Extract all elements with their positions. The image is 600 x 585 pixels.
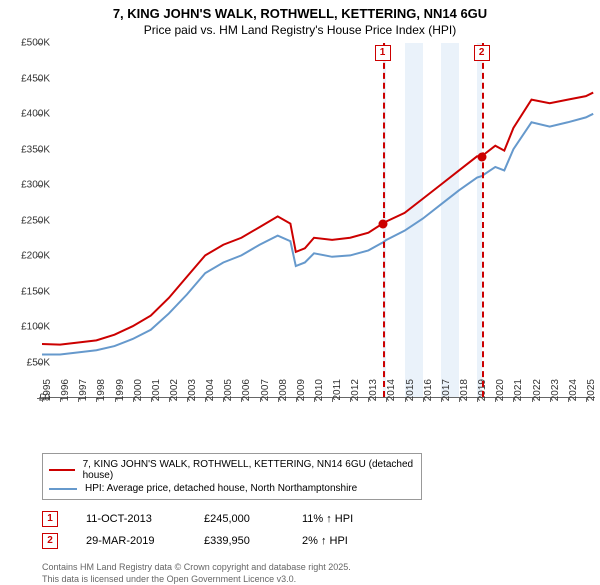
sale-price: £245,000 bbox=[204, 513, 274, 525]
x-axis-label: 1997 bbox=[78, 379, 89, 409]
y-axis-label: £250K bbox=[12, 215, 50, 226]
legend-label: HPI: Average price, detached house, Nort… bbox=[85, 483, 357, 494]
y-tick bbox=[37, 150, 42, 151]
x-axis-label: 1999 bbox=[115, 379, 126, 409]
sale-row: 2 29-MAR-2019 £339,950 2% ↑ HPI bbox=[42, 530, 600, 552]
sales-table: 1 11-OCT-2013 £245,000 11% ↑ HPI 2 29-MAR-201… bbox=[42, 508, 600, 552]
x-axis-label: 2008 bbox=[278, 379, 289, 409]
y-tick bbox=[37, 43, 42, 44]
sale-marker-box: 1 bbox=[375, 45, 391, 61]
legend-row: HPI: Average price, detached house, Nort… bbox=[49, 482, 415, 495]
sale-date: 11-OCT-2013 bbox=[86, 513, 176, 525]
x-axis-label: 2009 bbox=[296, 379, 307, 409]
legend-row: 7, KING JOHN'S WALK, ROTHWELL, KETTERING… bbox=[49, 458, 415, 482]
plot-region: £0£50K£100K£150K£200K£250K£300K£350K£400… bbox=[42, 43, 595, 398]
x-axis-label: 2012 bbox=[350, 379, 361, 409]
x-axis-label: 2002 bbox=[169, 379, 180, 409]
y-axis-label: £400K bbox=[12, 109, 50, 120]
y-tick bbox=[37, 363, 42, 364]
x-axis-label: 2007 bbox=[260, 379, 271, 409]
y-axis-label: £200K bbox=[12, 251, 50, 262]
y-axis-label: £500K bbox=[12, 38, 50, 49]
chart-title: 7, KING JOHN'S WALK, ROTHWELL, KETTERING… bbox=[0, 0, 600, 21]
footer-line-2: This data is licensed under the Open Gov… bbox=[42, 574, 600, 585]
sale-row-marker: 1 bbox=[42, 511, 58, 527]
y-axis-label: £350K bbox=[12, 144, 50, 155]
sale-row-marker: 2 bbox=[42, 533, 58, 549]
x-axis-label: 2023 bbox=[550, 379, 561, 409]
x-axis-label: 2000 bbox=[133, 379, 144, 409]
x-axis-label: 2013 bbox=[368, 379, 379, 409]
footer-line-1: Contains HM Land Registry data © Crown c… bbox=[42, 562, 600, 574]
sale-diff: 2% ↑ HPI bbox=[302, 535, 382, 547]
series-property bbox=[42, 93, 593, 345]
x-axis-label: 2010 bbox=[314, 379, 325, 409]
sale-marker-box: 2 bbox=[474, 45, 490, 61]
sale-marker-dot bbox=[378, 220, 387, 229]
x-axis-label: 2024 bbox=[568, 379, 579, 409]
x-axis-label: 2018 bbox=[459, 379, 470, 409]
chart-subtitle: Price paid vs. HM Land Registry's House … bbox=[0, 21, 600, 43]
x-axis-label: 2006 bbox=[241, 379, 252, 409]
y-axis-label: £300K bbox=[12, 180, 50, 191]
x-axis-label: 2001 bbox=[151, 379, 162, 409]
legend: 7, KING JOHN'S WALK, ROTHWELL, KETTERING… bbox=[42, 453, 422, 500]
x-axis-label: 2015 bbox=[405, 379, 416, 409]
x-axis-label: 2011 bbox=[332, 379, 343, 409]
x-axis-label: 1998 bbox=[96, 379, 107, 409]
y-tick bbox=[37, 256, 42, 257]
sale-date: 29-MAR-2019 bbox=[86, 535, 176, 547]
x-axis-label: 2014 bbox=[386, 379, 397, 409]
x-axis-label: 2022 bbox=[532, 379, 543, 409]
chart-area: £0£50K£100K£150K£200K£250K£300K£350K£400… bbox=[30, 43, 595, 423]
y-tick bbox=[37, 185, 42, 186]
x-axis-label: 2021 bbox=[513, 379, 524, 409]
line-series bbox=[42, 43, 595, 397]
x-axis-label: 1995 bbox=[42, 379, 53, 409]
x-axis-label: 2004 bbox=[205, 379, 216, 409]
legend-swatch bbox=[49, 469, 75, 471]
series-hpi bbox=[42, 114, 593, 355]
legend-label: 7, KING JOHN'S WALK, ROTHWELL, KETTERING… bbox=[83, 459, 415, 481]
y-tick bbox=[37, 327, 42, 328]
chart-container: 7, KING JOHN'S WALK, ROTHWELL, KETTERING… bbox=[0, 0, 600, 560]
x-axis-label: 2003 bbox=[187, 379, 198, 409]
x-axis-label: 2020 bbox=[495, 379, 506, 409]
y-tick bbox=[37, 79, 42, 80]
y-axis-label: £50K bbox=[12, 357, 50, 368]
x-axis-label: 2017 bbox=[441, 379, 452, 409]
y-axis-label: £450K bbox=[12, 73, 50, 84]
y-axis-label: £150K bbox=[12, 286, 50, 297]
sale-marker-line bbox=[482, 43, 484, 397]
footer-attribution: Contains HM Land Registry data © Crown c… bbox=[42, 562, 600, 585]
x-axis-label: 2005 bbox=[223, 379, 234, 409]
sale-row: 1 11-OCT-2013 £245,000 11% ↑ HPI bbox=[42, 508, 600, 530]
sale-marker-dot bbox=[477, 152, 486, 161]
y-tick bbox=[37, 221, 42, 222]
sale-price: £339,950 bbox=[204, 535, 274, 547]
y-axis-label: £100K bbox=[12, 322, 50, 333]
y-tick bbox=[37, 292, 42, 293]
sale-diff: 11% ↑ HPI bbox=[302, 513, 382, 525]
x-axis-label: 1996 bbox=[60, 379, 71, 409]
x-axis-label: 2025 bbox=[586, 379, 597, 409]
legend-swatch bbox=[49, 488, 77, 490]
y-tick bbox=[37, 114, 42, 115]
x-axis-label: 2016 bbox=[423, 379, 434, 409]
